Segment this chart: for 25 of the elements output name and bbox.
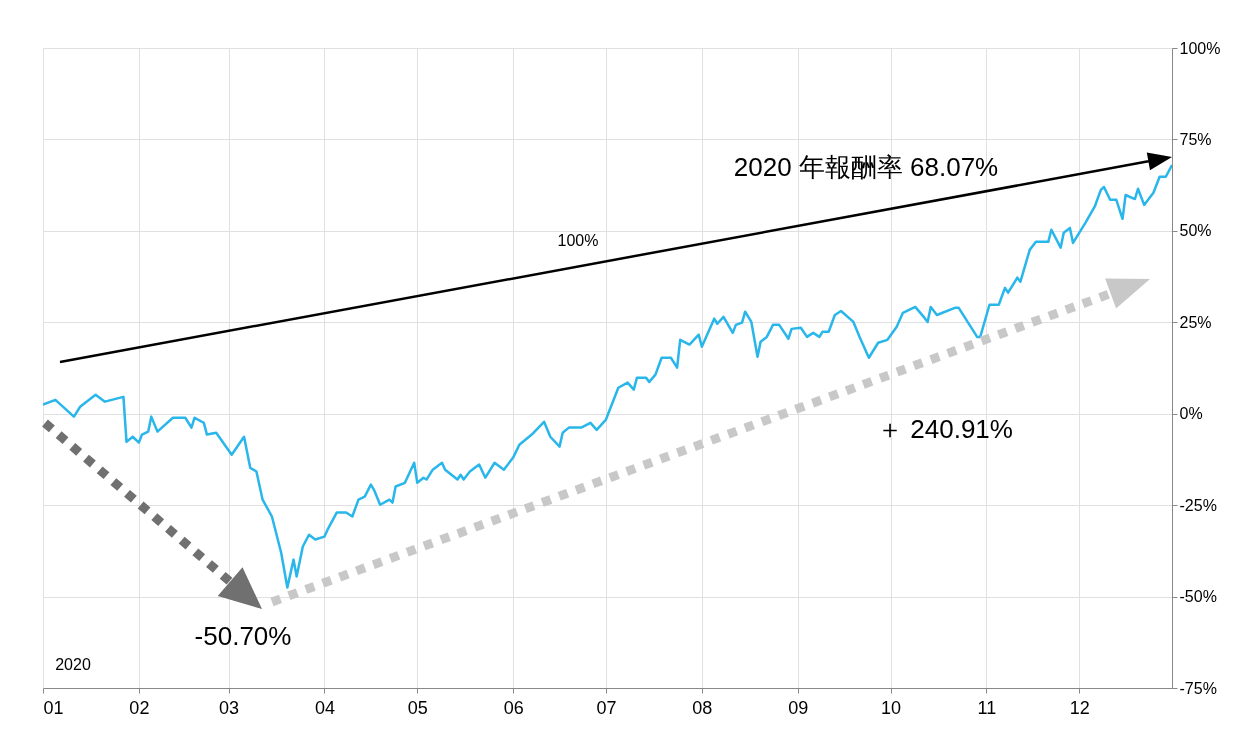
y-tick-label: -75% (1179, 679, 1217, 697)
x-tick-label: 06 (503, 697, 524, 718)
annotation: 2020 (55, 656, 91, 673)
x-tick-label: 08 (692, 697, 713, 718)
x-tick-label: 03 (219, 697, 240, 718)
x-tick-label: 02 (129, 697, 150, 718)
x-tick-label: 07 (596, 697, 617, 718)
y-tick-label: 25% (1179, 313, 1212, 331)
annotation: 100% (557, 232, 599, 249)
x-tick-label: 12 (1069, 697, 1090, 718)
y-tick-label: -50% (1179, 588, 1217, 606)
annotation: -50.70% (194, 621, 292, 651)
annotation: ＋ 240.91% (877, 414, 1013, 444)
x-tick-label: 05 (407, 697, 428, 718)
y-tick-label: 0% (1179, 405, 1203, 423)
y-tick-label: 75% (1179, 130, 1212, 148)
x-tick-label: 10 (881, 697, 902, 718)
y-tick-label: -25% (1179, 496, 1217, 514)
y-tick-label: 100% (1179, 39, 1221, 57)
x-tick-label: 04 (314, 697, 335, 718)
x-tick-label: 01 (43, 697, 64, 718)
y-tick-label: 50% (1179, 222, 1212, 240)
x-tick-label: 11 (977, 697, 997, 718)
x-tick-label: 09 (788, 697, 809, 718)
annotation: 2020 年報酬率 68.07% (733, 152, 999, 182)
